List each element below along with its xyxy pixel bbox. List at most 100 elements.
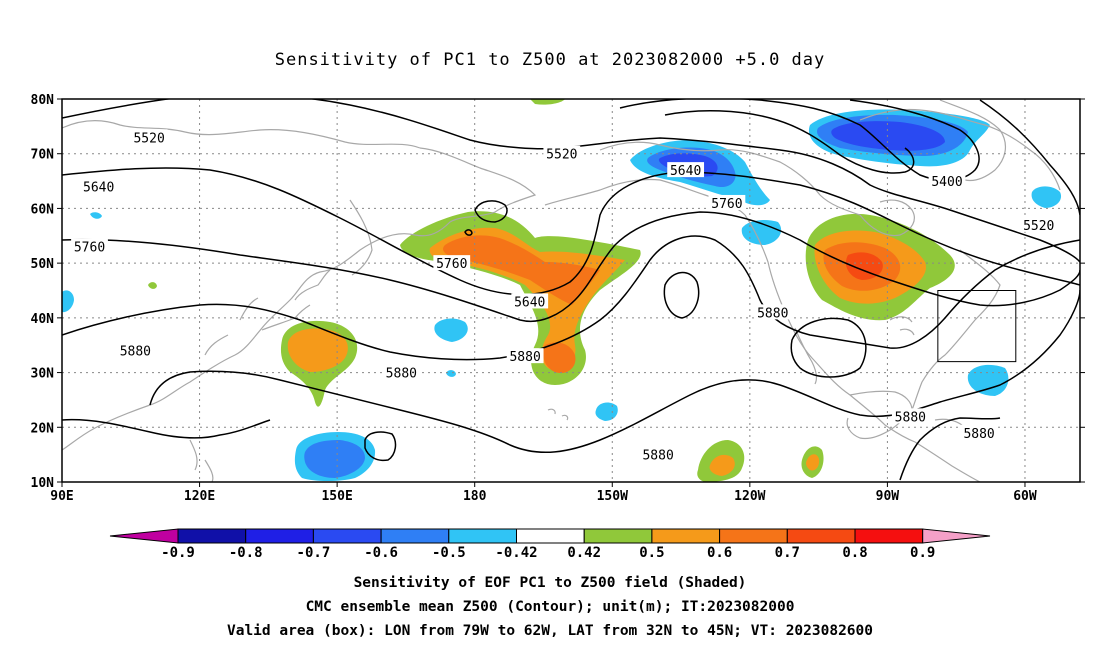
colorbar-segment [177,528,247,544]
footer-line-2: CMC ensemble mean Z500 (Contour); unit(m… [305,599,795,615]
contour-label: 5880 [963,427,994,442]
figure-title: Sensitivity of PC1 to Z500 at 2023082000… [274,50,826,70]
colorbar-segment [312,528,382,544]
contour-5880-south-2 [62,418,271,439]
shade-negative-cyan-small-1 [434,318,468,342]
shade-positive-dot-1 [148,282,157,289]
colorbar-label: -0.7 [297,545,331,561]
contour-label-bg [506,348,544,364]
contour-label-bg [960,424,998,440]
z500-contours [62,99,1080,481]
shade-negative-cyan-small-8 [446,370,456,377]
coast-philippines [189,439,214,482]
colorbar-segment [786,528,856,544]
coast-north-america-west [744,214,916,443]
contour-label: 5880 [895,410,926,425]
shade-negative-cyan-small-2 [595,402,618,421]
axis-ticks [57,98,1085,487]
contour-label-bg [382,364,420,380]
lat-tick-label: 50N [31,257,55,272]
lon-tick-label: 90E [50,489,73,504]
colorbar-segment [719,528,788,544]
contour-5640-kink [474,200,508,223]
contour-5880-low-loop [663,271,700,319]
colorbar-label: 0.9 [910,545,935,561]
contour-5400-tiny [464,229,473,236]
colorbar-segment [245,528,314,544]
shade-positive-canada-red [845,252,883,280]
contour-5640-west [62,167,1080,296]
colorbar-below-triangle [109,528,179,544]
coast-na-east [911,249,1001,411]
contour-label-bg [928,173,966,189]
contour-label-bg [891,408,929,424]
colorbar-segment [448,528,517,544]
contour-label-bg [71,238,108,254]
lon-tick-label: 60W [1013,489,1037,504]
shade-negative-cyan-small-6 [62,290,74,313]
shade-negative-cyan-small-5 [1031,186,1062,208]
lat-tick-labels: 80N 70N 60N 50N 40N 30N 20N 10N [31,93,55,491]
lon-tick-label: 120W [734,489,765,504]
contour-5880-box-area [899,417,1001,481]
contour-label-bg [130,129,168,145]
colorbar-label: 0.7 [775,545,800,561]
colorbar-labels: -0.9 -0.8 -0.7 -0.6 -0.5 -0.42 0.42 0.5 0.6 0.7 0.… [161,545,935,561]
contour-label: 5640 [514,295,545,310]
colorbar-label: 0.42 [567,545,601,561]
contour-5880-main [62,235,1080,361]
colorbar [109,528,991,544]
contour-label-bg [708,194,746,210]
contour-label: 5520 [546,148,577,163]
coast-baja [794,327,818,385]
contour-5880-south [149,289,1080,454]
contour-5880-pac-small [364,431,397,462]
contour-5880-us-loop [790,317,867,378]
coast-central-america [914,441,981,482]
colorbar-segment [516,528,585,544]
shade-positive-tropic-orange-2 [806,454,820,471]
colorbar-above-triangle [922,528,991,544]
coast-alaska [599,141,861,216]
contour-label-bg [80,178,118,194]
coast-lakes [889,316,915,336]
coast-hudson [859,199,915,237]
contour-label-bg [639,446,677,462]
colorbar-segment [583,528,653,544]
colorbar-label: 0.8 [842,545,867,561]
coast-hawaii [547,408,569,421]
coast-asia-east [62,147,537,451]
contour-label-bg [543,145,581,161]
contour-label: 5760 [436,257,467,272]
contour-label-bg [433,255,471,271]
contour-label: 5880 [386,367,417,382]
contour-label-bg [1020,216,1058,232]
coast-greenland [939,99,1007,182]
lon-tick-label: 150W [597,489,628,504]
contour-5760-main [62,211,1080,322]
lon-tick-label: 90W [876,489,900,504]
colorbar-label: -0.8 [229,545,263,561]
graticule [62,99,1080,482]
contour-label: 5880 [120,345,151,360]
contour-label-bg [511,293,549,309]
colorbar-label: -0.42 [495,545,537,561]
contour-label: 5880 [757,306,788,321]
lat-tick-label: 20N [31,421,55,436]
shade-positive-arctic-green [530,99,565,105]
contour-label-bg [116,342,154,358]
lat-tick-label: 30N [31,367,55,382]
shade-positive-wpac-orange [287,328,348,372]
lat-tick-label: 80N [31,93,55,108]
shade-positive-tropic-orange-1 [709,454,735,476]
contour-label-bg [754,304,792,320]
contour-5520-arctic [62,99,1080,263]
colorbar-label: -0.6 [364,545,398,561]
lat-tick-label: 40N [31,312,55,327]
contour-5520-ne [979,99,1080,216]
colorbar-label: -0.5 [432,545,466,561]
coast-siberia-arctic [62,120,421,149]
lon-tick-label: 180 [463,489,487,504]
